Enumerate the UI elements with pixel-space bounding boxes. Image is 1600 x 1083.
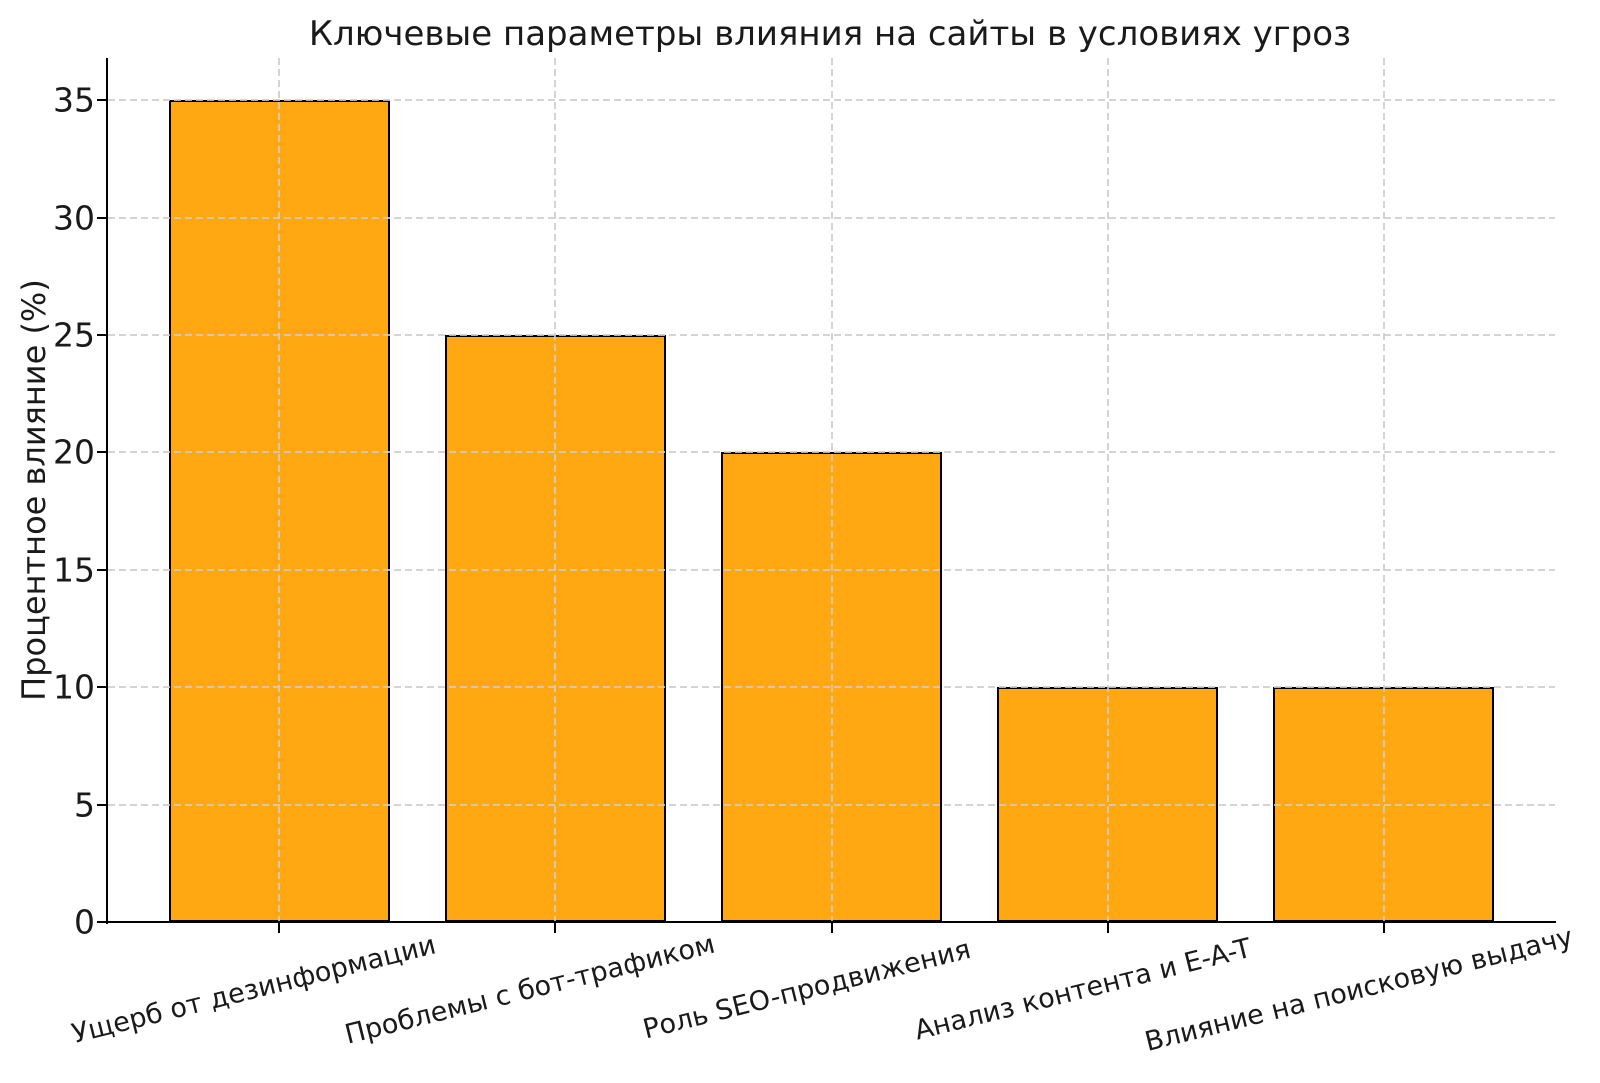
y-tick-mark [97,334,108,337]
y-tick-label: 5 [74,785,95,825]
y-tick-mark [97,451,108,454]
y-tick-mark [97,803,108,806]
y-tick-label: 25 [53,315,95,355]
x-gridline [830,58,833,922]
x-gridline [1106,58,1109,922]
y-tick-label: 20 [53,432,95,472]
x-tick-mark [1382,922,1385,933]
y-axis-label: Процентное влияние (%) [15,279,53,701]
x-gridline [278,58,281,922]
y-axis-spine [106,58,108,924]
y-tick-label: 15 [53,550,95,590]
y-tick-mark [97,216,108,219]
y-tick-mark [97,686,108,689]
y-tick-mark [97,568,108,571]
y-tick-label: 35 [53,80,95,120]
y-tick-mark [97,99,108,102]
x-tick-mark [1106,922,1109,933]
x-tick-mark [554,922,557,933]
y-tick-mark [97,921,108,923]
x-gridline [554,58,557,922]
x-tick-mark [830,922,833,933]
y-tick-label: 0 [74,902,95,942]
y-tick-label: 30 [53,198,95,238]
x-tick-mark [278,922,281,933]
y-tick-label: 10 [53,667,95,707]
chart-title: Ключевые параметры влияния на сайты в ус… [308,14,1352,54]
x-gridline [1382,58,1385,922]
